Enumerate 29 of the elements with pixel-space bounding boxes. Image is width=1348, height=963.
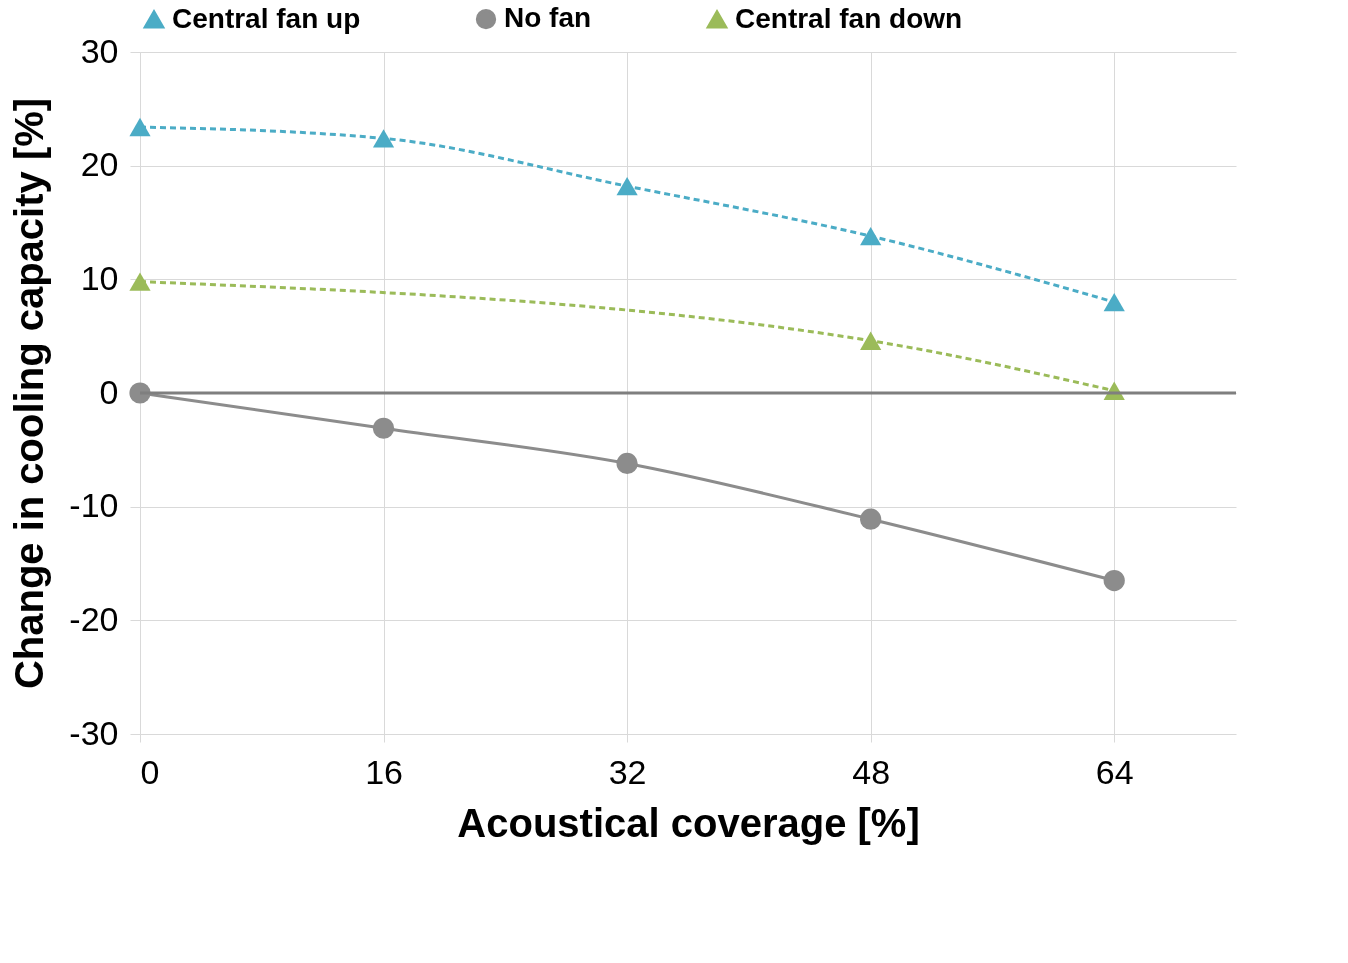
y-tick-label: 30 <box>80 31 119 70</box>
point <box>860 331 882 350</box>
y-tick-label: -30 <box>69 713 119 752</box>
point <box>860 508 882 530</box>
x-tick-label: 16 <box>365 752 403 791</box>
point <box>1103 569 1125 592</box>
y-axis-title: Change in cooling capacity [%] <box>7 97 52 690</box>
point <box>129 272 151 291</box>
y-tick-label: -20 <box>69 599 119 638</box>
y-tick-label: 20 <box>80 145 119 184</box>
legend-label: Central fan up <box>172 2 361 34</box>
point <box>1103 292 1125 312</box>
point <box>372 129 395 148</box>
x-tick-label: 64 <box>1095 752 1134 791</box>
point <box>129 117 151 137</box>
x-tick-label: 32 <box>608 752 647 791</box>
y-tick-label: 10 <box>80 258 119 297</box>
legend-label: Central fan down <box>735 2 963 34</box>
x-tick-label: 48 <box>852 752 891 791</box>
point <box>860 226 882 246</box>
x-tick-label: 0 <box>140 752 160 791</box>
legend-label: No fan <box>504 2 592 34</box>
point <box>372 417 395 439</box>
point <box>616 452 638 475</box>
point <box>129 382 151 404</box>
x-axis-title: Acoustical coverage [%] <box>457 800 920 845</box>
y-tick-label: -10 <box>69 486 119 525</box>
point <box>616 176 638 196</box>
y-tick-label: 0 <box>99 372 119 411</box>
